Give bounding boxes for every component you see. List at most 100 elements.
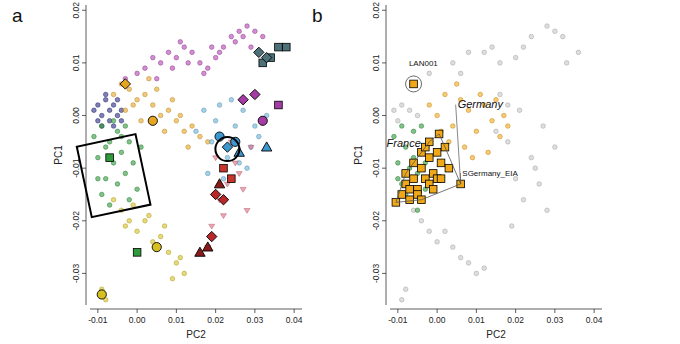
x-tick-label: 0.04	[586, 315, 603, 325]
x-tick-label: 0.00	[129, 315, 146, 325]
point	[282, 43, 290, 51]
point	[403, 287, 408, 292]
x-tick	[554, 309, 555, 313]
point	[498, 92, 503, 97]
point	[111, 118, 116, 123]
point	[451, 61, 456, 66]
point	[154, 87, 159, 92]
point	[232, 161, 238, 166]
point	[148, 116, 157, 125]
point	[154, 76, 159, 81]
point	[429, 185, 437, 193]
x-axis-label: PC2	[186, 329, 206, 340]
y-tick	[382, 10, 386, 11]
y-tick	[82, 168, 86, 169]
point	[111, 124, 116, 129]
point	[419, 218, 424, 223]
point	[170, 97, 175, 102]
point	[96, 155, 101, 160]
point	[545, 24, 550, 29]
y-tick	[382, 62, 386, 63]
point	[119, 118, 124, 123]
point	[147, 76, 152, 81]
point	[106, 154, 114, 162]
point	[166, 50, 171, 55]
point	[560, 34, 565, 39]
point	[115, 113, 120, 118]
point	[466, 50, 471, 55]
point	[427, 229, 432, 234]
y-tick	[82, 273, 86, 274]
series	[254, 47, 272, 63]
point	[498, 134, 503, 139]
series	[92, 118, 144, 207]
chart-panel: -0.010.000.010.020.030.04-0.03-0.02-0.01…	[12, 2, 303, 340]
point	[470, 155, 475, 160]
panel-letter: b	[312, 5, 323, 26]
point	[521, 197, 526, 202]
chart-panel: -0.010.000.010.020.030.04-0.03-0.02-0.01…	[312, 2, 603, 340]
point	[166, 108, 171, 113]
x-tick-label: 0.02	[207, 315, 224, 325]
point	[111, 92, 116, 97]
y-tick-label: 0.01	[71, 54, 81, 71]
point	[443, 229, 448, 234]
point	[502, 113, 507, 118]
point	[445, 164, 453, 172]
point	[529, 34, 534, 39]
point	[486, 150, 491, 155]
y-tick-label: -0.02	[71, 211, 81, 231]
x-tick-label: 0.00	[429, 315, 446, 325]
point	[392, 108, 397, 113]
point	[427, 71, 432, 76]
panel-letter: a	[12, 5, 23, 26]
point	[99, 192, 104, 197]
point	[250, 89, 260, 99]
x-tick-label: 0.03	[547, 315, 564, 325]
point	[435, 240, 440, 245]
point	[490, 45, 495, 50]
point	[253, 124, 258, 129]
point	[482, 50, 487, 55]
point	[158, 113, 163, 118]
point	[576, 50, 581, 55]
point	[253, 29, 258, 34]
point	[203, 242, 213, 251]
point	[103, 92, 108, 97]
point	[443, 92, 448, 97]
point	[249, 45, 254, 50]
point	[238, 95, 248, 105]
point	[99, 124, 104, 129]
x-tick-label: 0.01	[468, 315, 485, 325]
point	[209, 140, 214, 145]
annotation: Germany	[458, 98, 505, 110]
point	[209, 45, 214, 50]
point	[245, 166, 250, 171]
leader-line	[460, 173, 461, 184]
point	[425, 154, 433, 162]
point	[96, 176, 101, 181]
x-tick	[97, 309, 98, 313]
series	[97, 243, 161, 300]
point	[135, 97, 140, 102]
point	[209, 224, 215, 229]
point	[123, 171, 128, 176]
point	[174, 118, 179, 123]
point	[166, 250, 171, 255]
leader-line	[456, 105, 461, 184]
x-tick	[215, 309, 216, 313]
point	[419, 124, 424, 129]
point	[509, 224, 514, 229]
point	[458, 71, 463, 76]
point	[133, 249, 141, 257]
series	[195, 179, 225, 257]
x-tick	[294, 309, 295, 313]
point	[123, 224, 128, 229]
series	[410, 80, 418, 88]
x-tick	[437, 309, 438, 313]
y-tick	[382, 273, 386, 274]
series	[106, 154, 141, 256]
point	[537, 182, 542, 187]
x-tick	[254, 309, 255, 313]
point	[205, 171, 210, 176]
